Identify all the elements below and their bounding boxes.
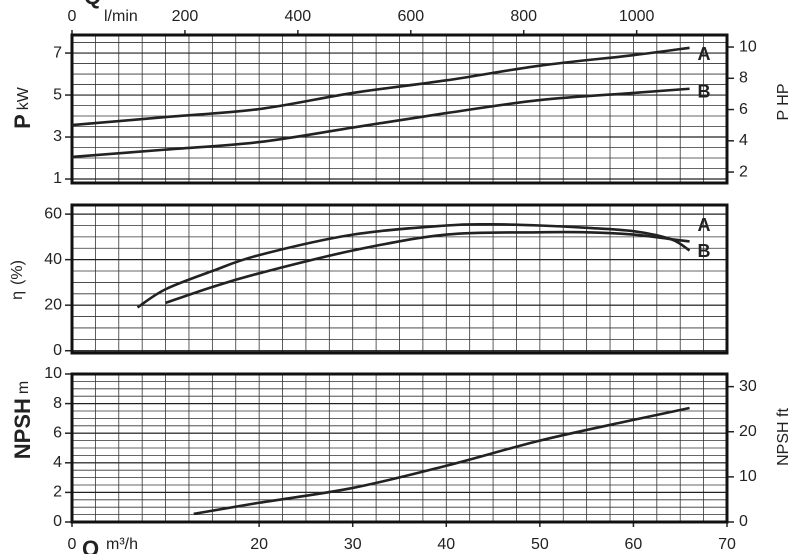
y-tick-label: 6 [53,424,62,441]
y-tick-label: 4 [53,454,62,471]
plot-frame [70,203,729,355]
y-axis-unit: kW [15,86,32,110]
x2-tick-label: 1000 [619,8,655,25]
line-series [71,46,690,127]
y-tick-label: 2 [53,484,62,501]
y-axis-symbol: NPSH [10,398,35,459]
x2-axis-symbol: Q [84,0,101,9]
x-axis-unit: m³/h [106,536,138,553]
y2-tick-label: 6 [739,101,748,118]
x-tick-label: 20 [250,536,268,553]
y2-tick-label: 4 [739,132,748,149]
y-axis-title: η (%) [9,260,26,300]
x2-tick-label: 600 [397,8,424,25]
y2-tick-label: 10 [739,468,757,485]
y-tick-label: 7 [53,44,62,61]
x2-tick-label: 800 [510,8,537,25]
line-series [165,230,690,305]
y-axis-title: PkW [10,86,35,129]
series-label: B [698,82,711,102]
x-tick-label: 60 [625,536,643,553]
y-tick-label: 5 [53,86,62,103]
series-label: B [698,241,711,261]
y-tick-label: 3 [53,128,62,145]
x2-tick-label: 400 [285,8,312,25]
y2-tick-label: 2 [739,163,748,180]
x2-tick-label: 0 [68,8,77,25]
x2-tick-label: 200 [172,8,199,25]
x-tick-label: 70 [718,536,736,553]
line-series [136,222,691,309]
y2-tick-label: 10 [739,38,757,55]
y-tick-label: 0 [53,513,62,530]
y2-tick-label: 8 [739,70,748,87]
x2-axis-unit: l/min [104,8,138,25]
x-tick-label: 30 [344,536,362,553]
y2-axis-title: P HP [775,83,792,120]
y-tick-label: 8 [53,395,62,412]
x-tick-label: 40 [437,536,455,553]
y-tick-label: 0 [53,342,62,359]
plot-frame [70,33,729,185]
y-axis-unit: (%) [9,260,26,285]
line-series [193,406,690,516]
line-series [71,87,690,159]
plot-frame [70,372,729,524]
series-label: A [698,44,711,64]
x-axis-symbol: Q [82,536,99,554]
y-axis-symbol: P [10,114,35,129]
series-label: A [698,215,711,235]
x-tick-label: 0 [68,536,77,553]
y-tick-label: 40 [44,251,62,268]
y2-tick-label: 20 [739,423,757,440]
y-tick-label: 60 [44,205,62,222]
x-tick-label: 50 [531,536,549,553]
y-tick-label: 1 [53,170,62,187]
y-axis-title: NPSH m [10,381,35,459]
y-tick-label: 10 [44,365,62,382]
y2-tick-label: 30 [739,378,757,395]
y-tick-label: 20 [44,296,62,313]
y2-tick-label: 0 [739,513,748,530]
y-axis-symbol: η [9,291,26,300]
y-axis-unit: m [15,381,32,394]
y2-axis-title: NPSH ft [775,408,792,466]
